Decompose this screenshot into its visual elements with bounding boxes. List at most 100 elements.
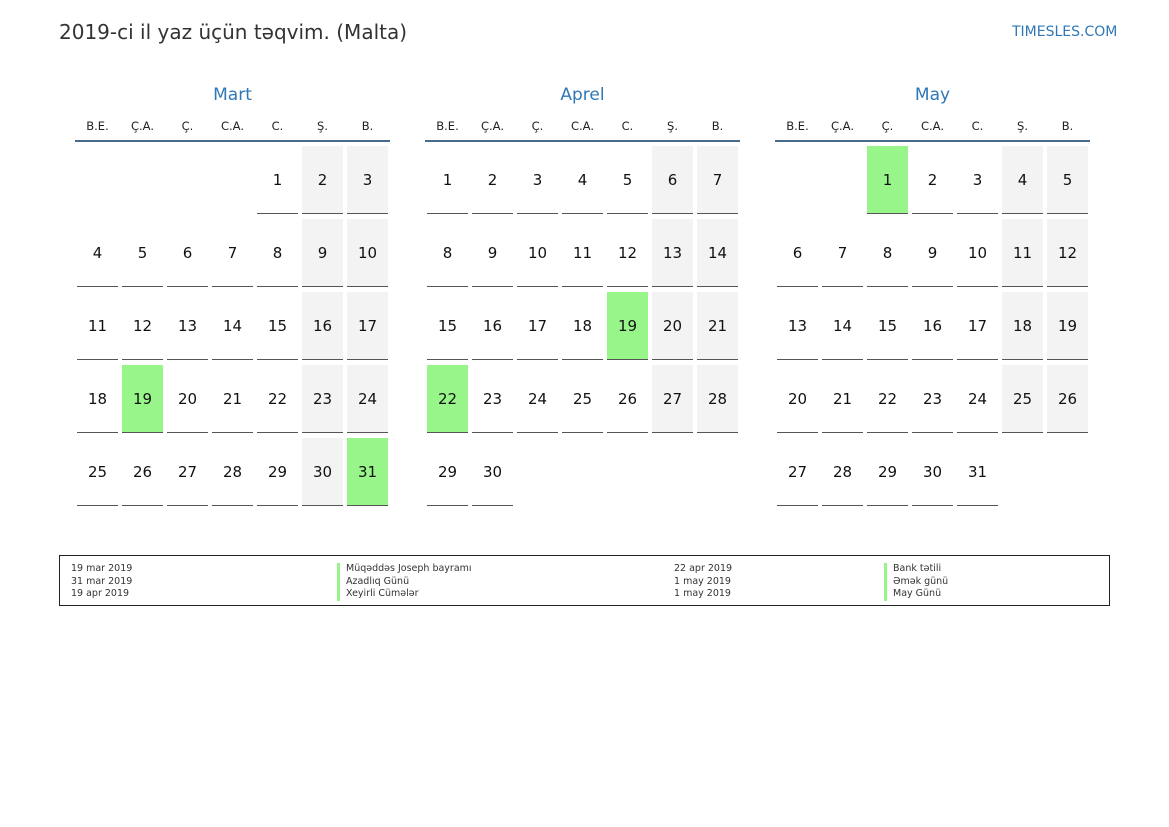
day-number: 14	[822, 292, 863, 360]
day-cell: 14	[695, 219, 740, 292]
day-cell: 30	[910, 438, 955, 511]
empty-cell	[605, 438, 650, 511]
weekday-header: B.E. Ç.A. Ç. C.A. C. Ş. B.	[425, 108, 740, 142]
day-cell: 16	[470, 292, 515, 365]
month-name: Aprel	[560, 85, 605, 105]
day-cell: 30	[470, 438, 515, 511]
week-row: 20 21 22 23 24 25 26	[775, 365, 1090, 438]
day-number: 28	[697, 365, 738, 433]
day-number: 12	[122, 292, 163, 360]
day-cell: 10	[955, 219, 1000, 292]
empty-cell	[695, 438, 740, 511]
day-number: 12	[1047, 219, 1088, 287]
day-cell: 14	[820, 292, 865, 365]
day-number: 22	[427, 365, 468, 433]
day-cell: 8	[865, 219, 910, 292]
day-cell: 26	[605, 365, 650, 438]
day-cell: 20	[650, 292, 695, 365]
day-number: 6	[777, 219, 818, 287]
day-cell: 24	[955, 365, 1000, 438]
day-number: 21	[212, 365, 253, 433]
day-number: 5	[122, 219, 163, 287]
empty-cell	[820, 146, 865, 219]
day-cell: 15	[255, 292, 300, 365]
day-number: 26	[122, 438, 163, 506]
day-number: 23	[302, 365, 343, 433]
site-link[interactable]: TIMESLES.COM	[1012, 24, 1118, 40]
day-cell: 1	[255, 146, 300, 219]
day-number: 16	[302, 292, 343, 360]
day-cell: 31	[345, 438, 390, 511]
day-number: 30	[302, 438, 343, 506]
day-cell: 17	[955, 292, 1000, 365]
day-cell: 2	[470, 146, 515, 219]
weekday-label: C.A.	[570, 119, 594, 133]
day-number: 27	[652, 365, 693, 433]
day-cell: 12	[605, 219, 650, 292]
legend-dates-right: 22 apr 2019 1 may 2019 1 may 2019	[674, 563, 732, 601]
weekday-label: Ç.	[881, 119, 894, 133]
day-cell: 12	[1045, 219, 1090, 292]
day-number: 4	[562, 146, 603, 214]
day-cell: 3	[955, 146, 1000, 219]
weekday-label: Ç.	[531, 119, 544, 133]
day-cell: 24	[345, 365, 390, 438]
day-number: 8	[427, 219, 468, 287]
day-cell: 27	[165, 438, 210, 511]
day-number	[517, 438, 558, 506]
day-cell: 21	[210, 365, 255, 438]
day-number: 21	[822, 365, 863, 433]
day-number: 3	[347, 146, 388, 214]
day-cell: 11	[1000, 219, 1045, 292]
day-cell: 23	[300, 365, 345, 438]
day-number: 2	[472, 146, 513, 214]
weekday-label: B.E.	[86, 119, 109, 133]
day-cell: 5	[120, 219, 165, 292]
weekday-label: C.	[971, 119, 984, 133]
weekday-label: C.A.	[920, 119, 944, 133]
day-number	[77, 146, 118, 214]
day-cell: 9	[470, 219, 515, 292]
day-number: 7	[212, 219, 253, 287]
day-number: 1	[427, 146, 468, 214]
day-number: 29	[257, 438, 298, 506]
day-number: 10	[347, 219, 388, 287]
month-march: Mart B.E. Ç.A. Ç. C.A. C. Ş. B. 1 2 3 4 5 6 7 8 9 10 11 1…	[75, 84, 390, 511]
day-cell: 21	[695, 292, 740, 365]
legend-date: 1 may 2019	[674, 575, 731, 587]
day-number: 29	[427, 438, 468, 506]
day-cell: 8	[255, 219, 300, 292]
month-may: May B.E. Ç.A. Ç. C.A. C. Ş. B. 1 2 3 4 5 6 7 8 9 10 11 12…	[775, 84, 1090, 511]
day-number	[212, 146, 253, 214]
weekday-label: B.	[1061, 119, 1074, 133]
day-number: 10	[957, 219, 998, 287]
day-cell: 28	[210, 438, 255, 511]
day-number: 22	[867, 365, 908, 433]
day-number: 22	[257, 365, 298, 433]
empty-cell	[560, 438, 605, 511]
day-number	[697, 438, 738, 506]
month-grid: 1 2 3 4 5 6 7 8 9 10 11 12 13 14 15 16 17 18 19 20 21 22 23 24 2…	[775, 146, 1090, 511]
day-number: 11	[562, 219, 603, 287]
legend-names-left: Müqəddəs Joseph bayramı Azadlıq Günü Xey…	[337, 563, 472, 601]
day-number	[562, 438, 603, 506]
weekday-label: Ş.	[317, 119, 328, 133]
weekday-label: Ş.	[1017, 119, 1028, 133]
day-cell: 6	[775, 219, 820, 292]
day-cell: 4	[1000, 146, 1045, 219]
day-number: 24	[347, 365, 388, 433]
day-number: 13	[777, 292, 818, 360]
empty-cell	[515, 438, 560, 511]
day-cell: 27	[650, 365, 695, 438]
day-number: 21	[697, 292, 738, 360]
day-number: 23	[472, 365, 513, 433]
day-cell: 19	[120, 365, 165, 438]
empty-cell	[1000, 438, 1045, 511]
day-cell: 13	[650, 219, 695, 292]
day-number: 6	[652, 146, 693, 214]
day-number: 20	[652, 292, 693, 360]
day-cell: 29	[255, 438, 300, 511]
day-number: 14	[697, 219, 738, 287]
